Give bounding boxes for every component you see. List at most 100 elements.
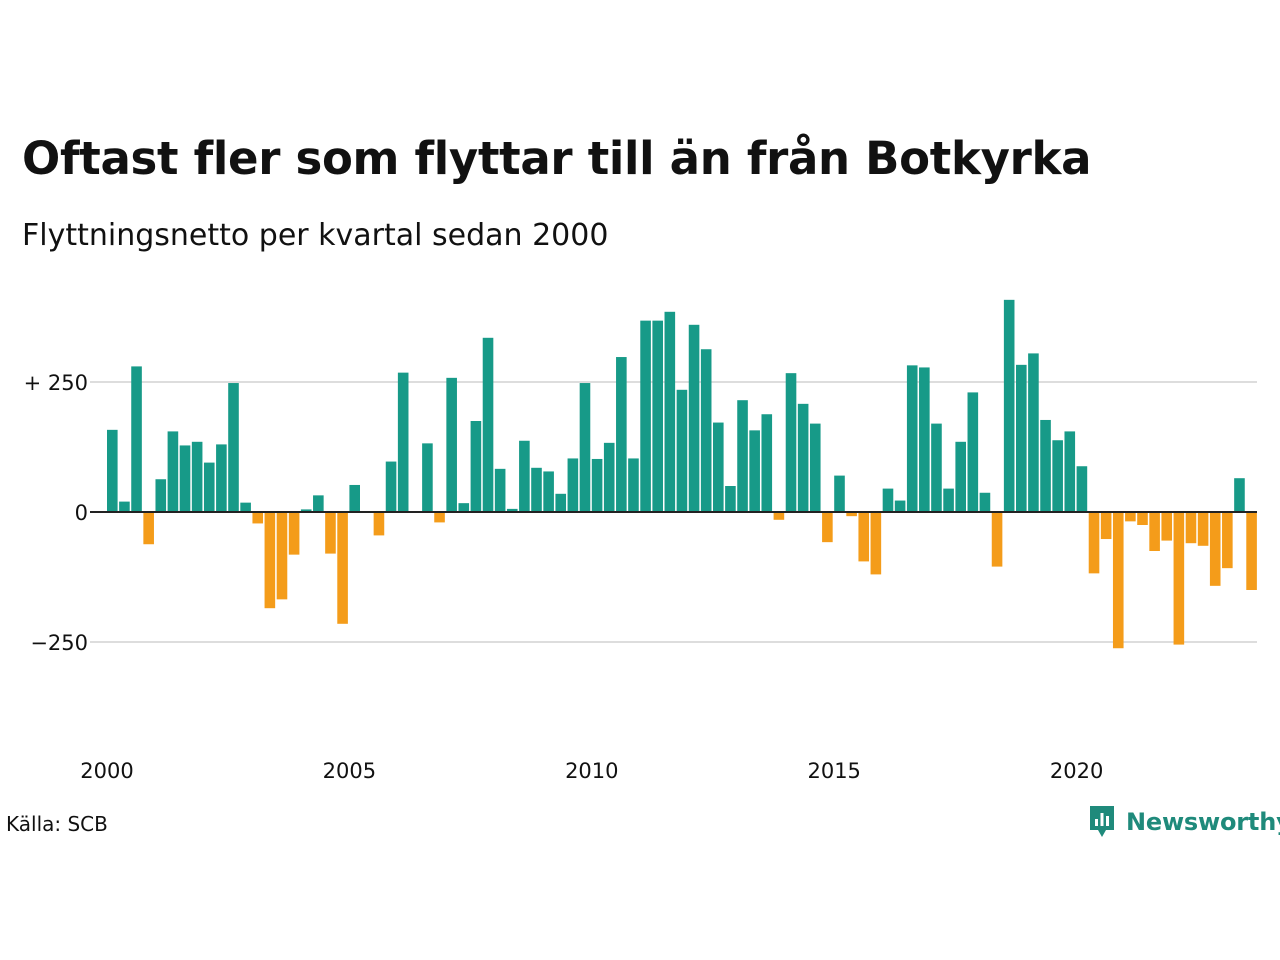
bar-positive <box>567 458 579 512</box>
bar-negative <box>858 512 870 562</box>
x-tick-label: 2005 <box>323 759 376 783</box>
bar-negative <box>434 512 445 523</box>
bar-positive <box>1064 431 1076 512</box>
bar-negative <box>822 512 833 543</box>
bar-positive <box>943 488 954 512</box>
bar-positive <box>397 372 409 512</box>
axes: + 250 0 −250 2000 2005 2010 2015 2020 <box>24 371 1257 783</box>
bar-negative <box>1246 512 1257 590</box>
bar-positive <box>313 495 324 512</box>
bar-negative <box>1100 512 1112 540</box>
bar-positive <box>919 367 930 512</box>
bar-negative <box>991 512 1003 567</box>
y-tick-label: 0 <box>75 501 88 525</box>
bar-positive <box>579 383 591 512</box>
bar-positive <box>422 443 433 512</box>
bar-positive <box>349 484 360 512</box>
bar-positive <box>761 414 773 512</box>
bar-chart: + 250 0 −250 2000 2005 2010 2015 2020 <box>24 299 1257 783</box>
bar-positive <box>797 403 809 512</box>
bar-positive <box>179 445 191 512</box>
newsworthy-logo-icon <box>1090 806 1114 837</box>
bar-positive <box>725 486 736 512</box>
bar-positive <box>713 422 724 512</box>
bar-negative <box>337 512 348 624</box>
bar-positive <box>519 440 530 512</box>
bar-negative <box>1137 512 1148 525</box>
bar-positive <box>543 471 554 512</box>
bar-negative <box>1222 512 1233 569</box>
bar-negative <box>252 512 264 524</box>
x-tick-label: 2000 <box>80 759 133 783</box>
brand-logo[interactable]: Newsworthy <box>1088 804 1280 840</box>
bar-positive <box>228 383 239 512</box>
bar-positive <box>470 421 482 512</box>
bar-positive <box>676 389 688 512</box>
x-tick-label: 2020 <box>1050 759 1103 783</box>
bar-negative <box>846 512 857 517</box>
bar-positive <box>1016 364 1027 512</box>
bar-positive <box>155 479 167 512</box>
chart-subtitle: Flyttningsnetto per kvartal sedan 2000 <box>22 218 609 253</box>
bar-negative <box>143 512 154 545</box>
bar-positive <box>446 377 457 512</box>
x-tick-label: 2010 <box>565 759 618 783</box>
bar-positive <box>216 444 227 512</box>
bar-positive <box>300 509 312 512</box>
bar-negative <box>1173 512 1185 645</box>
bar-positive <box>555 493 567 512</box>
bar-positive <box>785 373 797 512</box>
bar-positive <box>1028 353 1039 512</box>
bar-positive <box>664 311 676 512</box>
bar-positive <box>955 441 966 512</box>
bar-positive <box>809 423 821 512</box>
bar-positive <box>240 502 251 512</box>
bar-positive <box>906 365 918 512</box>
bar-positive <box>531 467 542 512</box>
bar-negative <box>870 512 882 575</box>
bar-positive <box>894 500 906 512</box>
bar-positive <box>506 508 518 512</box>
brand-name: Newsworthy <box>1126 808 1280 836</box>
bar-positive <box>1234 478 1245 512</box>
bar-positive <box>1052 440 1063 512</box>
bar-negative <box>1209 512 1221 586</box>
x-tick-label: 2015 <box>807 759 860 783</box>
bar-negative <box>373 512 385 536</box>
bar-negative <box>288 512 300 555</box>
bar-positive <box>131 366 142 512</box>
bar-positive <box>191 441 203 512</box>
bar-positive <box>458 503 470 512</box>
bar-positive <box>700 349 712 512</box>
bar-positive <box>119 501 130 512</box>
bar-positive <box>640 320 651 512</box>
bar-positive <box>203 462 215 512</box>
bar-positive <box>628 458 639 512</box>
chart-title: Oftast fler som flyttar till än från Bot… <box>22 132 1092 185</box>
bar-positive <box>385 461 397 512</box>
bar-positive <box>1040 419 1051 512</box>
bar-negative <box>1161 512 1173 541</box>
bar-positive <box>107 429 118 512</box>
bar-positive <box>931 423 942 512</box>
bar-positive <box>737 400 748 512</box>
bar-positive <box>834 475 845 512</box>
bar-negative <box>1125 512 1136 522</box>
bar-positive <box>603 442 615 512</box>
bar-positive <box>494 468 506 512</box>
bar-negative <box>276 512 288 600</box>
bar-positive <box>616 357 627 512</box>
bar-positive <box>482 337 494 512</box>
bar-positive <box>882 488 894 512</box>
source-note: Källa: SCB <box>6 812 108 836</box>
bar-positive <box>1076 466 1088 512</box>
y-tick-label: −250 <box>30 631 88 655</box>
bar-negative <box>1149 512 1160 551</box>
bar-positive <box>652 320 663 512</box>
bar-negative <box>1088 512 1100 574</box>
bar-positive <box>967 392 979 512</box>
bar-positive <box>1003 299 1015 512</box>
bar-positive <box>591 458 603 512</box>
bar-positive <box>688 324 700 512</box>
bars <box>107 299 1257 649</box>
